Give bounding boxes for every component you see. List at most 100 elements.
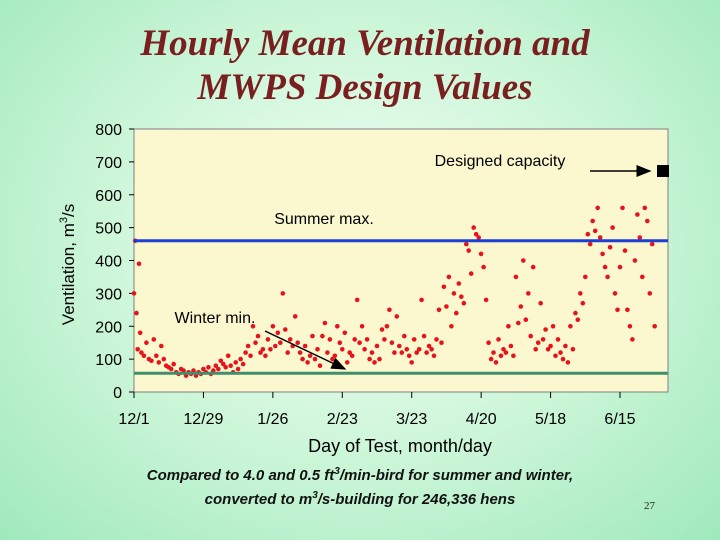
data-point xyxy=(352,337,358,342)
x-tick-label: 2/23 xyxy=(327,411,358,428)
data-point xyxy=(630,337,635,342)
data-point xyxy=(154,353,159,359)
data-point xyxy=(275,330,281,336)
data-point xyxy=(364,337,370,342)
data-point xyxy=(535,340,541,346)
winter-min-arrow xyxy=(264,330,347,370)
data-point xyxy=(392,350,397,355)
data-point xyxy=(615,307,620,313)
data-point xyxy=(632,258,638,263)
data-point xyxy=(344,360,350,365)
data-point xyxy=(511,353,516,359)
data-point xyxy=(468,271,474,276)
data-point xyxy=(374,343,380,349)
data-point xyxy=(354,297,360,303)
data-point xyxy=(362,347,367,352)
data-point xyxy=(340,347,345,352)
data-point xyxy=(555,337,561,342)
data-point xyxy=(377,356,382,362)
data-point xyxy=(337,340,343,346)
data-point xyxy=(302,343,308,349)
data-point xyxy=(526,291,531,296)
data-point xyxy=(359,324,365,329)
data-point xyxy=(228,363,233,369)
data-point xyxy=(625,307,630,313)
data-point xyxy=(137,330,143,336)
data-point xyxy=(444,304,449,309)
data-point xyxy=(265,337,271,342)
data-point xyxy=(201,366,206,372)
data-point xyxy=(545,347,551,352)
y-tick-label: 700 xyxy=(95,155,122,172)
data-point xyxy=(610,225,615,230)
winter-min-label: Winter min. xyxy=(175,310,256,327)
data-point xyxy=(575,317,581,323)
data-point xyxy=(263,353,268,359)
data-point xyxy=(449,324,454,329)
x-tick-label: 4/20 xyxy=(466,411,497,428)
caption-line-1: Compared to 4.0 and 0.5 ft3/min-bird for… xyxy=(146,466,574,484)
y-tick-label: 600 xyxy=(95,188,122,205)
data-point xyxy=(287,337,293,342)
data-point xyxy=(568,324,573,329)
data-point xyxy=(325,350,330,355)
data-point xyxy=(587,241,593,247)
data-point xyxy=(394,314,400,319)
x-tick-label: 5/18 xyxy=(535,411,566,428)
data-point xyxy=(565,360,571,365)
data-point xyxy=(481,264,486,270)
x-tick-label: 12/1 xyxy=(118,411,149,428)
y-tick-label: 300 xyxy=(95,286,122,303)
data-point xyxy=(342,330,348,336)
data-point xyxy=(446,274,452,280)
data-point xyxy=(223,365,228,370)
data-point xyxy=(498,353,504,359)
data-point xyxy=(270,324,276,329)
data-point xyxy=(171,361,176,367)
data-point xyxy=(379,327,385,332)
data-point xyxy=(285,350,291,355)
data-point xyxy=(372,360,377,365)
data-point xyxy=(528,333,533,339)
data-point xyxy=(570,347,576,352)
data-point xyxy=(151,337,157,342)
data-point xyxy=(310,333,315,339)
data-point xyxy=(501,347,506,352)
data-point xyxy=(144,340,149,346)
title-line-2: MWPS Design Values xyxy=(197,67,533,108)
scatter-series xyxy=(131,205,657,378)
data-point xyxy=(642,205,648,211)
data-point xyxy=(622,248,628,253)
x-tick-label: 1/26 xyxy=(257,411,288,428)
data-point xyxy=(312,356,318,362)
data-point xyxy=(493,360,499,365)
y-tick-label: 200 xyxy=(95,319,122,336)
y-tick-label: 0 xyxy=(113,385,122,402)
caption-line-2: converted to m3/s-building for 246,336 h… xyxy=(204,490,516,508)
slide-number: 27 xyxy=(644,500,655,512)
data-point xyxy=(387,307,392,313)
x-tick-label: 3/23 xyxy=(396,411,427,428)
data-point xyxy=(617,264,623,270)
summer-max-label: Summer max. xyxy=(274,211,374,228)
data-point xyxy=(521,258,526,263)
data-point xyxy=(518,304,524,309)
data-point xyxy=(218,358,224,364)
data-point xyxy=(347,350,353,355)
data-point xyxy=(563,343,568,349)
data-point xyxy=(181,368,186,373)
data-point xyxy=(461,300,467,306)
data-point xyxy=(161,356,167,362)
data-point xyxy=(506,324,511,329)
data-point xyxy=(491,350,496,355)
data-point xyxy=(503,350,509,355)
data-point xyxy=(191,368,196,373)
data-point xyxy=(486,340,491,346)
data-point xyxy=(560,356,566,362)
data-point xyxy=(483,297,489,303)
data-point xyxy=(578,291,583,296)
data-point xyxy=(245,343,251,349)
data-point xyxy=(416,347,422,352)
data-point xyxy=(357,340,362,346)
